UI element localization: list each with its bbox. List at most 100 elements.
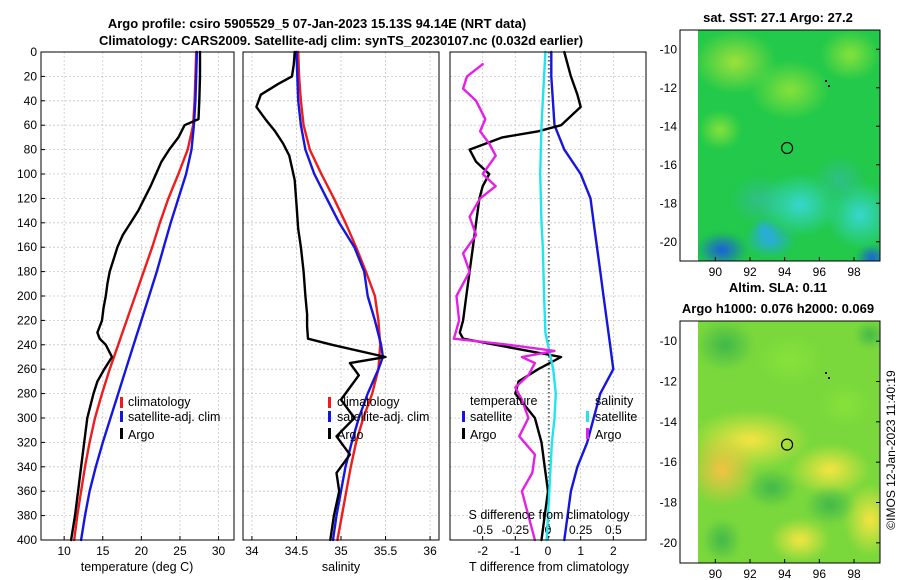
legend-label-s-argo: Argo [595,428,621,442]
legend-swatch-argo [328,428,331,439]
lat-tick-label: -10 [660,42,678,56]
series-line-temperature-satellite [550,50,615,542]
series-line-climatology [72,50,198,542]
lon-tick-label: 90 [709,265,723,279]
sla-map-title-line2: Argo h1000: 0.076 h2000: 0.069 [682,301,874,316]
difference-legend-temperature: temperature satellite Argo [462,394,537,442]
x-tick-label: 2 [610,544,617,558]
y-tick-label: 60 [24,118,38,132]
imos-timestamp-watermark: ©IMOS 12-Jan-2023 11:40:19 [884,370,898,530]
x-tick-label: 0 [545,544,552,558]
s-difference-xlabel: S difference from climatology [469,508,631,522]
series-line-salinity-argo [452,62,556,542]
y-tick-label: 0 [30,45,37,59]
lat-tick-label: -12 [660,375,678,389]
x-tick-label: 1 [577,544,584,558]
y-tick-label: 80 [24,143,38,157]
temperature-axis-ticks: 10 15 20 25 30 [57,536,226,558]
sla-map-field [698,321,880,563]
sla-map-panel: Altim. SLA: 0.11 Argo h1000: 0.076 h2000… [660,280,881,580]
s-tick-label: 0.25 [569,523,593,537]
lat-tick-label: -18 [660,496,678,510]
legend-title-temperature: temperature [470,394,537,408]
salinity-axis-ticks: 34 34.5 35 35.5 36 [245,536,437,558]
x-tick-label: -1 [510,544,521,558]
temperature-series [69,50,202,542]
y-tick-label: 20 [24,69,38,83]
legend-label-t-satellite: satellite [470,410,512,424]
legend-swatch-s-argo [586,428,589,439]
y-tick-label: 120 [17,191,37,205]
temperature-panel: 0 20 40 60 80 100 120 140 160 180 200 220 240 260 280 3… [17,45,235,574]
y-tick-label: 140 [17,216,37,230]
temperature-gridlines [41,51,234,541]
y-tick-label: 300 [17,411,37,425]
legend-swatch-satellite-adj [120,411,123,422]
x-tick-label: 20 [135,544,149,558]
salinity-xlabel: salinity [322,560,361,574]
figure-title-line1: Argo profile: csiro 5905529_5 07-Jan-202… [108,16,526,31]
lon-tick-label: 96 [813,265,827,279]
y-tick-label: 40 [24,94,38,108]
y-tick-label: 320 [17,435,37,449]
x-tick-label: -2 [477,544,488,558]
x-tick-label: 10 [57,544,71,558]
t-difference-xlabel: T difference from climatology [469,560,630,574]
y-tick-label: 180 [17,265,37,279]
temperature-legend: climatology satellite-adj. clim Argo [120,395,220,442]
y-tick-label: 380 [17,509,37,523]
lon-tick-label: 98 [847,567,861,580]
y-tick-label: 200 [17,289,37,303]
x-tick-label: 35 [334,544,348,558]
legend-label-argo: Argo [128,428,154,442]
lat-tick-label: -20 [660,536,678,550]
sla-longitude-ticks: 90 92 94 96 98 [709,559,861,580]
lon-tick-label: 94 [778,265,792,279]
lon-tick-label: 92 [743,567,757,580]
lon-tick-label: 98 [847,265,861,279]
legend-label-satellite-adj: satellite-adj. clim [128,410,220,424]
y-tick-label: 360 [17,484,37,498]
legend-swatch-satellite-adj [328,411,331,422]
sst-map-title: sat. SST: 27.1 Argo: 27.2 [703,10,853,25]
depth-axis-ticks: 0 20 40 60 80 100 120 140 160 180 200 220 240 260 280 3… [17,45,45,547]
series-line-argo [69,50,202,542]
series-line-temperature-argo [458,50,582,542]
legend-swatch-climatology [120,397,123,408]
salinity-panel: 34 34.5 35 35.5 36 salinity climatology sate… [242,50,440,574]
difference-gridlines [450,51,646,541]
lon-tick-label: 90 [709,567,723,580]
t-difference-axis-ticks: -2 -1 0 1 2 [477,536,617,558]
salinity-series [255,50,387,542]
sla-latitude-ticks: -10 -12 -14 -16 -18 -20 [660,334,880,550]
x-tick-label: 35.5 [374,544,398,558]
legend-label-t-argo: Argo [470,428,496,442]
lat-tick-label: -16 [660,158,678,172]
lat-tick-label: -12 [660,81,678,95]
sst-longitude-ticks: 90 92 94 96 98 [709,257,861,279]
s-tick-label: -0.25 [502,523,530,537]
x-tick-label: 34 [245,544,259,558]
y-tick-label: 240 [17,338,37,352]
lat-tick-label: -16 [660,455,678,469]
lat-tick-label: -14 [660,415,678,429]
figure-title-line2: Climatology: CARS2009. Satellite-adj cli… [99,33,583,48]
lon-tick-label: 94 [778,567,792,580]
sst-argo-position-marker [780,141,794,155]
sst-map-frame [679,29,881,262]
y-tick-label: 340 [17,460,37,474]
series-line-satellite-adj-clim [79,50,199,542]
legend-swatch-argo [120,428,123,439]
lat-tick-label: -10 [660,334,678,348]
sst-latitude-ticks: -10 -12 -14 -16 -18 -20 [660,42,880,249]
y-tick-label: 100 [17,167,37,181]
legend-label-satellite-adj: satellite-adj. clim [337,410,429,424]
legend-title-salinity: salinity [595,394,634,408]
salinity-legend: climatology satellite-adj. clim Argo [328,395,429,442]
legend-swatch-t-satellite [462,411,465,422]
lat-tick-label: -18 [660,196,678,210]
salinity-gridlines [243,51,439,541]
difference-series [452,50,615,542]
legend-swatch-s-satellite [586,411,589,422]
series-line-climatology [297,50,382,542]
